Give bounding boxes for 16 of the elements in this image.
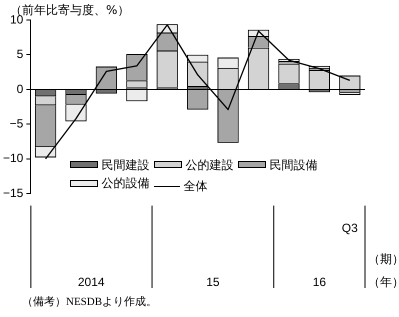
text: 15 xyxy=(206,275,220,289)
y-tick-label: −5 xyxy=(10,116,24,130)
legend-label: 公的建設 xyxy=(185,156,234,174)
text: （備考）NESDBより作成。 xyxy=(22,295,158,309)
text: 16 xyxy=(312,275,326,289)
x-tick-label: Q3 xyxy=(342,221,358,236)
y-tick-label: −10 xyxy=(2,151,24,166)
legend-label: 全体 xyxy=(183,178,208,196)
legend-label: 民間建設 xyxy=(101,156,150,174)
y-tick-label: 5 xyxy=(16,47,24,62)
x-axis-title: （期）（年） xyxy=(368,252,399,289)
text: 2014 xyxy=(78,275,105,289)
y-tick-label: −15 xyxy=(2,186,24,200)
legend-label: 民間設備 xyxy=(269,156,318,174)
legend-label: 公的設備 xyxy=(101,175,150,192)
y-tick-label: 0 xyxy=(16,82,24,96)
